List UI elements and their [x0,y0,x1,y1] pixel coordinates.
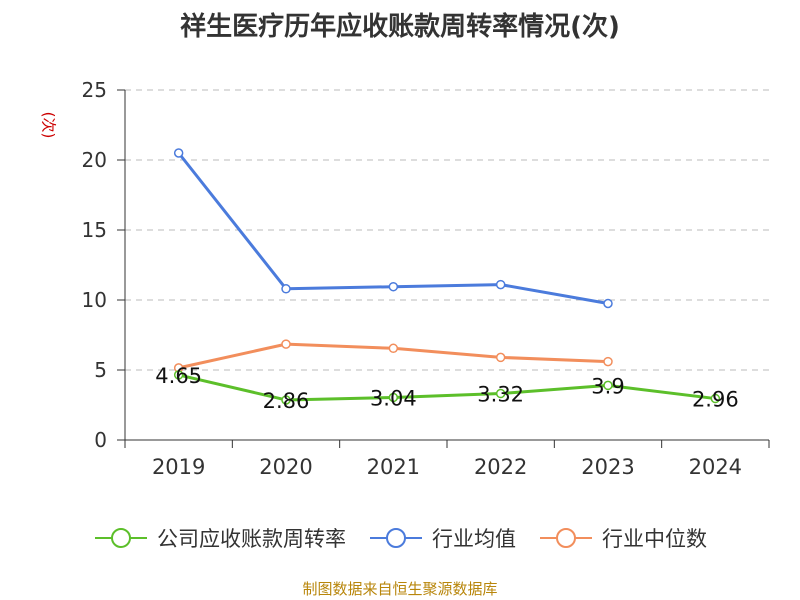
data-label: 4.65 [155,364,202,388]
y-tick-label: 20 [82,148,107,172]
data-point-0 [388,392,399,403]
y-tick-label: 25 [82,78,107,102]
data-point-0 [173,370,184,380]
data-label: 3.32 [477,383,524,407]
legend-symbol-company [95,528,147,548]
data-label: 3.04 [370,386,417,410]
data-point-1 [173,148,184,158]
series-line-0 [178,373,716,402]
x-tick-label: 2024 [689,455,742,479]
data-point-0 [281,395,291,405]
legend-item-industry-median[interactable]: 行业中位数 [538,523,707,553]
data-point-1 [603,298,613,309]
legend-label-company: 公司应收账款周转率 [157,527,346,551]
legend-symbol-industry-mean [370,528,422,548]
data-point-2 [388,343,399,354]
x-tick-label: 2023 [581,455,634,479]
data-point-0 [603,380,613,391]
data-point-0 [710,393,721,404]
data-source-note: 制图数据来自恒生聚源数据库 [302,580,498,598]
x-tick-label: 2019 [152,455,205,479]
y-axis-label: (次) [39,111,58,139]
data-point-1 [281,284,291,294]
legend: 公司应收账款周转率 行业均值 行业中位数 [0,520,800,556]
legend-item-industry-mean[interactable]: 行业均值 [368,523,516,553]
data-point-0 [495,388,506,399]
x-tick-label: 2021 [367,455,420,479]
y-tick-label: 15 [82,218,107,242]
data-label: 3.9 [591,374,624,398]
data-label: 2.86 [263,389,310,413]
series-line-1 [177,152,609,305]
y-tick-label: 5 [94,358,107,382]
y-tick-label: 10 [82,288,107,312]
data-point-1 [495,279,506,290]
legend-item-company[interactable]: 公司应收账款周转率 [93,523,346,553]
data-point-1 [388,281,399,292]
x-tick-label: 2020 [259,455,312,479]
legend-symbol-industry-median [540,528,592,548]
data-point-2 [495,352,506,363]
data-point-2 [281,339,291,349]
x-tick-label: 2022 [474,455,527,479]
y-tick-label: 0 [94,428,107,452]
legend-label-industry-mean: 行业均值 [432,527,516,551]
data-label: 2.96 [692,388,739,412]
data-point-2 [603,356,613,367]
chart-title: 祥生医疗历年应收账款周转率情况(次) [180,12,620,42]
legend-label-industry-median: 行业中位数 [602,527,707,551]
